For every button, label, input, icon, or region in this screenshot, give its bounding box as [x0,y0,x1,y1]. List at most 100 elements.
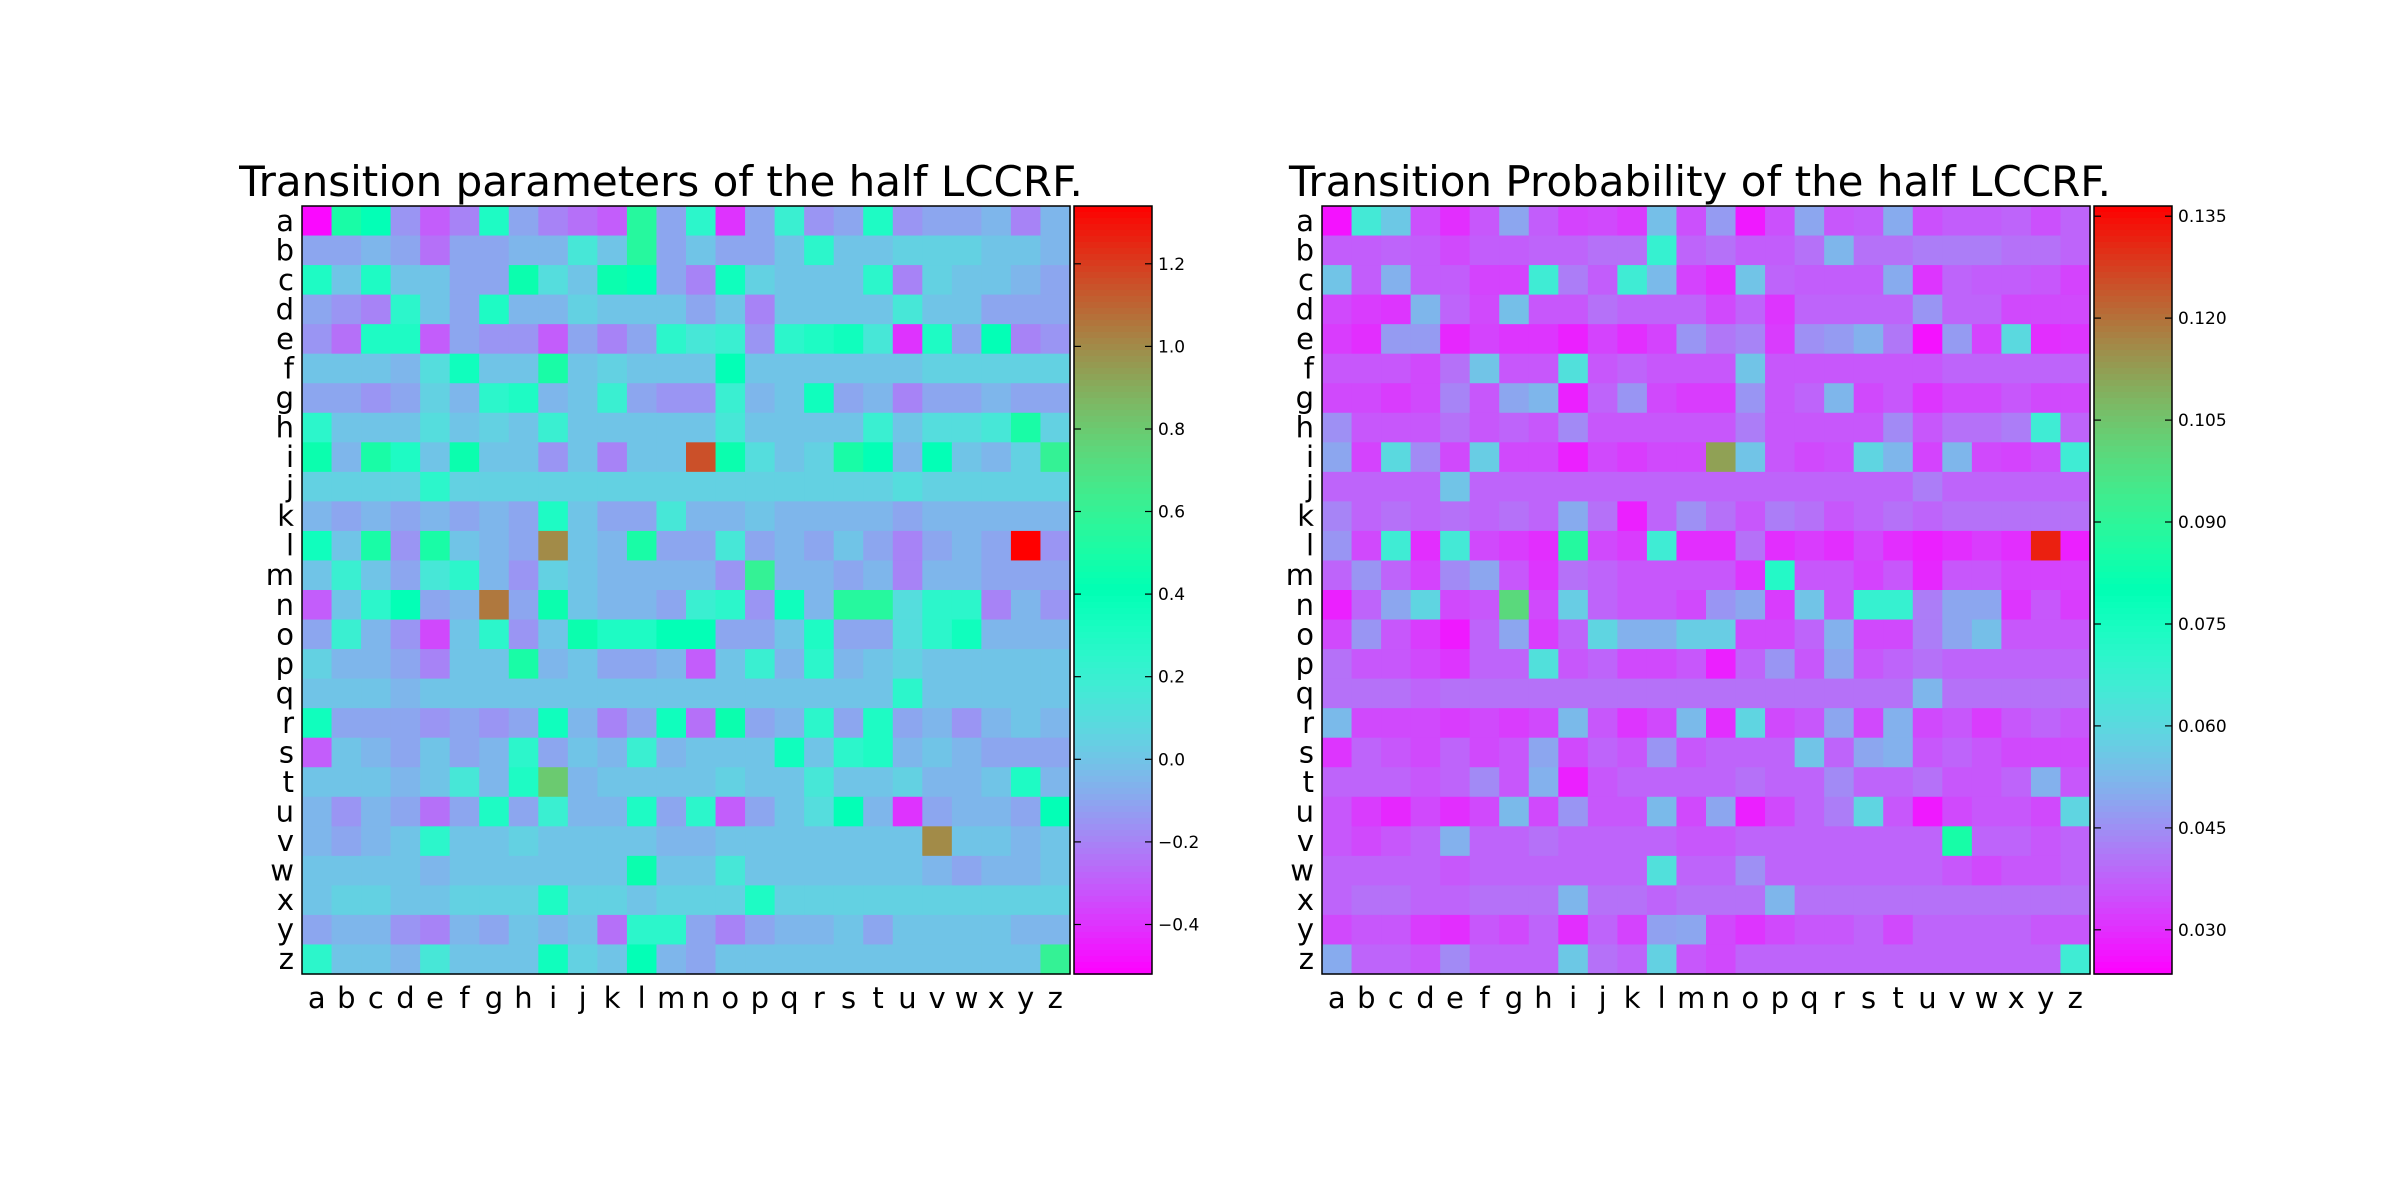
heatmap-cell-p-i [538,649,569,680]
heatmap-cell-c-b [331,265,362,296]
heatmap-cell-t-h [508,767,539,798]
heatmap-cell-q-w [951,678,982,709]
heatmap-cell-b-f [449,235,480,266]
heatmap-cell-o-y [2030,619,2062,650]
colorbar [2094,206,2172,975]
heatmap-cell-f-l [626,353,658,384]
heatmap-cell-e-m [656,324,687,355]
heatmap-cell-h-u [892,412,923,443]
heatmap-cell-j-u [1912,471,1943,502]
colorbar-segment [2094,566,2172,573]
colorbar-segment [1074,224,1152,231]
colorbar-segment [2094,746,2172,753]
colorbar-segment [2094,518,2172,525]
colorbar-segment [2094,236,2172,243]
heatmap-cell-m-m [656,560,687,591]
heatmap-cell-o-k [1617,619,1648,650]
colorbar-segment [2094,914,2172,921]
x-tick-label: k [604,981,621,1015]
heatmap-cell-g-r [1824,383,1855,414]
heatmap-cell-v-z [2060,826,2091,857]
heatmap-cell-y-p [1765,914,1796,946]
heatmap-cell-v-m [1676,826,1707,857]
heatmap-cell-g-j [1587,383,1618,414]
heatmap-cell-e-m [1676,324,1707,355]
y-tick-label: p [1296,647,1314,681]
y-tick-label: l [286,529,294,563]
heatmap-cell-c-l [626,265,658,296]
heatmap-cell-t-w [1971,767,2002,798]
heatmap-cell-v-a [302,826,333,857]
heatmap-cell-h-q [774,412,805,443]
heatmap-cell-s-t [1883,737,1914,768]
heatmap-cell-l-a [302,530,333,562]
colorbar-segment [2094,524,2172,531]
y-tick-label: c [278,263,294,297]
heatmap-cell-f-m [1676,353,1707,384]
heatmap-cell-x-d [1410,885,1441,916]
colorbar-segment [2094,476,2172,483]
heatmap-cell-c-k [1617,265,1648,296]
heatmap-cell-x-o [1735,885,1766,916]
colorbar-segment [2094,530,2172,537]
y-tick-label: e [1296,322,1314,356]
heatmap-cell-i-n [1706,442,1737,473]
colorbar-segment [2094,710,2172,717]
heatmap-cell-n-r [1824,590,1855,621]
heatmap-cell-q-f [449,678,480,709]
heatmap-cell-e-p [1765,324,1796,355]
heatmap-cell-e-s [1853,324,1884,355]
x-tick-label: r [813,981,825,1015]
colorbar-segment [2094,872,2172,879]
colorbar-segment [2094,278,2172,285]
heatmap-cell-k-p [1765,501,1796,532]
heatmap-cell-r-i [538,708,569,739]
colorbar-segment [1074,350,1152,357]
heatmap-cell-d-q [1794,294,1825,325]
heatmap-cell-v-q [1794,826,1825,857]
x-tick-label: n [1712,981,1730,1015]
heatmap-cell-z-d [1410,944,1441,975]
heatmap-cell-b-e [1440,235,1471,266]
heatmap-cell-f-k [1617,353,1648,384]
heatmap-cell-r-x [981,708,1012,739]
colorbar-segment [1074,374,1152,381]
heatmap-cell-m-j [567,560,598,591]
heatmap-cell-g-j [567,383,598,414]
heatmap-cell-b-r [804,235,835,266]
heatmap-cell-i-r [804,442,835,473]
heatmap-cell-n-c [361,590,392,621]
heatmap-cell-e-c [361,324,392,355]
heatmap-cell-d-j [1587,294,1618,325]
heatmap-cell-q-q [1794,678,1825,709]
heatmap-cell-v-u [892,826,923,857]
heatmap-cell-o-o [715,619,746,650]
heatmap-cell-v-x [2001,826,2032,857]
heatmap-cell-u-h [508,796,539,827]
heatmap-cell-s-e [1440,737,1471,768]
heatmap-cell-j-c [361,471,392,502]
heatmap-cell-w-d [390,855,421,886]
heatmap-cell-a-r [804,206,835,237]
colorbar-tick-label: −0.2 [1158,833,1199,853]
heatmap-cell-n-z [2060,590,2091,621]
heatmap-cell-o-g [1499,619,1530,650]
heatmap-cell-c-h [508,265,539,296]
colorbar-segment [1074,956,1152,963]
heatmap-cell-f-e [1440,353,1471,384]
heatmap-cell-z-a [302,944,333,975]
heatmap-cell-p-c [1381,649,1412,680]
heatmap-cell-j-q [774,471,805,502]
heatmap-cell-q-u [1912,678,1943,709]
heatmap-cell-l-k [1617,530,1648,562]
heatmap-cell-l-r [1824,530,1855,562]
heatmap-cell-y-a [302,914,333,946]
heatmap-cell-j-b [331,471,362,502]
heatmap-cell-f-m [656,353,687,384]
colorbar-segment [1074,746,1152,753]
heatmap-cell-p-d [390,649,421,680]
heatmap-cell-i-o [1735,442,1766,473]
heatmap-cell-j-d [1410,471,1441,502]
heatmap-cell-x-f [1469,885,1500,916]
heatmap-cell-a-u [892,206,923,237]
